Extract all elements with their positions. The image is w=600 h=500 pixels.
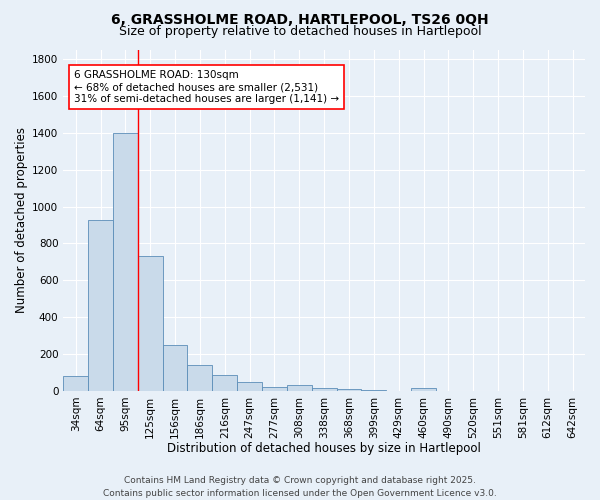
Bar <box>312 388 337 391</box>
Bar <box>63 376 88 391</box>
Y-axis label: Number of detached properties: Number of detached properties <box>15 128 28 314</box>
Bar <box>138 256 163 391</box>
Bar <box>287 386 312 391</box>
Bar <box>262 387 287 391</box>
Bar <box>163 345 187 391</box>
Bar <box>88 220 113 391</box>
Bar <box>411 388 436 391</box>
Bar <box>237 382 262 391</box>
Bar <box>113 133 138 391</box>
Text: 6 GRASSHOLME ROAD: 130sqm
← 68% of detached houses are smaller (2,531)
31% of se: 6 GRASSHOLME ROAD: 130sqm ← 68% of detac… <box>74 70 339 104</box>
Text: 6, GRASSHOLME ROAD, HARTLEPOOL, TS26 0QH: 6, GRASSHOLME ROAD, HARTLEPOOL, TS26 0QH <box>111 12 489 26</box>
Bar <box>212 375 237 391</box>
Bar <box>187 365 212 391</box>
Bar <box>337 389 361 391</box>
Bar <box>361 390 386 391</box>
X-axis label: Distribution of detached houses by size in Hartlepool: Distribution of detached houses by size … <box>167 442 481 455</box>
Text: Size of property relative to detached houses in Hartlepool: Size of property relative to detached ho… <box>119 25 481 38</box>
Text: Contains HM Land Registry data © Crown copyright and database right 2025.
Contai: Contains HM Land Registry data © Crown c… <box>103 476 497 498</box>
